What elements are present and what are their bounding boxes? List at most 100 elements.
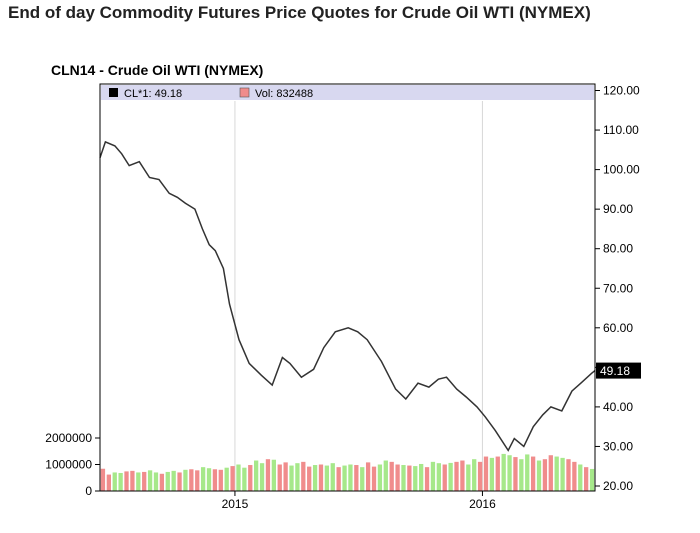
price-tick-label: 70.00	[603, 281, 633, 295]
last-value-marker: 49.18	[596, 362, 641, 379]
page-title: End of day Commodity Futures Price Quote…	[8, 3, 591, 22]
volume-bar	[183, 469, 188, 491]
volume-bar	[224, 467, 229, 491]
volume-bar	[578, 464, 583, 491]
volume-bar	[165, 471, 170, 491]
volume-bar	[448, 462, 453, 491]
price-line	[99, 140, 596, 452]
volume-bar	[472, 459, 477, 491]
volume-bar	[218, 469, 223, 491]
volume-bar	[189, 469, 194, 491]
volume-bar	[171, 470, 176, 491]
volume-bar	[371, 466, 377, 491]
volume-bar	[407, 465, 412, 491]
volume-bar	[177, 472, 182, 491]
volume-bar	[436, 463, 441, 491]
volume-bar	[112, 472, 117, 491]
volume-bar	[566, 459, 571, 491]
volume-bar	[430, 461, 436, 491]
price-tick-label: 30.00	[603, 439, 633, 453]
volume-bar	[507, 455, 512, 491]
volume-bar	[395, 464, 400, 491]
volume-bar	[271, 459, 276, 491]
last-value-label: 49.18	[600, 364, 630, 378]
volume-bar	[513, 457, 518, 491]
volume-axis: 0 1000000 2000000	[45, 431, 100, 498]
volume-bar	[554, 456, 559, 491]
volume-bar	[130, 470, 135, 491]
volume-bar	[195, 470, 200, 491]
volume-bar	[466, 464, 471, 491]
volume-bar	[100, 468, 106, 491]
volume-bar	[295, 463, 300, 491]
price-tick-label: 110.00	[603, 123, 639, 137]
price-tick-label: 90.00	[603, 202, 633, 216]
time-axis: 2015 2016	[222, 491, 496, 511]
plot-area	[100, 84, 595, 491]
volume-bar	[548, 455, 553, 491]
volume-bar	[401, 465, 406, 491]
volume-bar	[277, 464, 282, 491]
legend-swatch-price	[109, 88, 118, 97]
volume-bar	[153, 472, 159, 491]
volume-bar	[489, 457, 495, 491]
volume-bar	[383, 460, 388, 491]
volume-bar	[560, 457, 565, 491]
volume-bar	[230, 466, 235, 491]
last-value-box	[596, 362, 641, 379]
volume-bar	[212, 469, 218, 491]
volume-bar	[454, 461, 459, 491]
volume-bar	[254, 460, 259, 491]
volume-bar	[236, 464, 241, 491]
x-tick-label: 2015	[222, 497, 249, 511]
volume-bar	[519, 459, 524, 491]
volume-bar	[542, 459, 548, 491]
price-tick-label: 20.00	[603, 479, 633, 493]
volume-bar	[495, 456, 500, 491]
volume-bar	[324, 465, 330, 491]
legend-background	[101, 85, 594, 100]
volume-bar	[136, 472, 141, 491]
price-tick-label: 80.00	[603, 242, 633, 256]
legend-label-volume: Vol: 832488	[255, 88, 313, 100]
volume-bar	[525, 454, 530, 491]
volume-bar	[318, 464, 324, 491]
volume-bar	[354, 465, 359, 491]
volume-tick-label: 2000000	[45, 431, 92, 445]
volume-bar	[360, 467, 365, 491]
volume-bar	[118, 472, 123, 491]
volume-tick-label: 0	[85, 484, 92, 498]
price-tick-label: 40.00	[603, 400, 633, 414]
volume-bar	[124, 471, 129, 491]
chart-title: CLN14 - Crude Oil WTI (NYMEX)	[51, 62, 264, 78]
volume-bar	[536, 460, 542, 491]
volume-bar	[419, 463, 424, 491]
volume-bar	[477, 461, 483, 491]
volume-bar	[336, 467, 341, 491]
volume-tick-label: 1000000	[45, 458, 92, 472]
price-tick-label: 120.00	[603, 84, 640, 98]
volume-bar	[259, 463, 265, 491]
volume-bar	[159, 473, 165, 491]
volume-bar	[307, 466, 312, 491]
volume-bar	[442, 464, 447, 491]
volume-bar	[460, 460, 465, 491]
volume-bar	[377, 464, 383, 491]
volume-bar	[248, 465, 253, 491]
volume-bar	[330, 463, 335, 491]
volume-bar	[589, 468, 595, 491]
volume-bar	[584, 467, 589, 491]
volume-bar	[342, 465, 347, 491]
volume-bar	[312, 465, 318, 491]
volume-bar	[301, 461, 306, 491]
volume-bar	[200, 467, 206, 491]
volume-bars	[100, 453, 595, 491]
volume-bar	[206, 468, 212, 491]
volume-bar	[424, 467, 430, 491]
volume-bar	[289, 465, 294, 491]
plot-frame	[99, 83, 596, 492]
legend-swatch-volume	[239, 87, 250, 98]
volume-bar	[413, 466, 418, 491]
volume-bar	[348, 464, 353, 491]
x-tick-label: 2016	[469, 497, 496, 511]
